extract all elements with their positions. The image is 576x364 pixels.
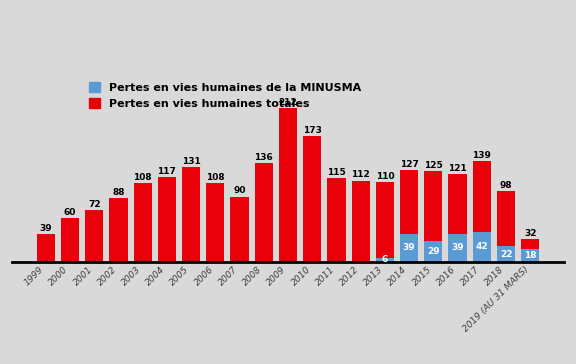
Text: 127: 127 — [400, 159, 419, 169]
Bar — [134, 183, 151, 262]
Bar — [206, 183, 225, 262]
Text: 98: 98 — [500, 181, 512, 190]
Legend: Pertes en vies humaines de la MINUSMA, Pertes en vies humaines totales: Pertes en vies humaines de la MINUSMA, P… — [89, 82, 361, 109]
Text: 131: 131 — [181, 157, 200, 166]
Text: 32: 32 — [524, 229, 536, 238]
Bar — [158, 177, 176, 262]
Text: 115: 115 — [327, 168, 346, 177]
Bar — [85, 210, 103, 262]
Bar — [303, 136, 321, 262]
Bar — [473, 161, 491, 232]
Text: 22: 22 — [500, 250, 512, 258]
Text: 39: 39 — [403, 244, 415, 252]
Text: 6: 6 — [382, 256, 388, 264]
Bar — [449, 174, 467, 234]
Text: 212: 212 — [279, 98, 297, 107]
Bar — [279, 108, 297, 262]
Bar — [376, 258, 394, 262]
Bar — [425, 171, 442, 241]
Bar — [497, 246, 515, 262]
Text: 108: 108 — [206, 173, 225, 182]
Bar — [400, 234, 418, 262]
Text: 173: 173 — [303, 126, 321, 135]
Text: 39: 39 — [39, 223, 52, 233]
Text: 72: 72 — [88, 199, 100, 209]
Text: 60: 60 — [64, 208, 76, 217]
Text: 112: 112 — [351, 170, 370, 179]
Text: 42: 42 — [476, 242, 488, 251]
Bar — [351, 181, 370, 262]
Bar — [255, 163, 273, 262]
Bar — [182, 167, 200, 262]
Text: 88: 88 — [112, 188, 124, 197]
Bar — [109, 198, 127, 262]
Text: 121: 121 — [448, 164, 467, 173]
Text: 29: 29 — [427, 247, 439, 256]
Text: 110: 110 — [376, 172, 394, 181]
Bar — [425, 241, 442, 262]
Bar — [497, 191, 515, 246]
Text: 139: 139 — [472, 151, 491, 160]
Bar — [376, 182, 394, 258]
Text: 90: 90 — [233, 186, 246, 195]
Text: 39: 39 — [451, 244, 464, 252]
Text: 125: 125 — [424, 161, 443, 170]
Bar — [327, 178, 346, 262]
Bar — [473, 232, 491, 262]
Bar — [400, 170, 418, 234]
Bar — [61, 218, 79, 262]
Text: 136: 136 — [255, 153, 273, 162]
Text: 18: 18 — [524, 251, 536, 260]
Text: 108: 108 — [133, 173, 152, 182]
Bar — [521, 249, 539, 262]
Bar — [37, 234, 55, 262]
Bar — [449, 234, 467, 262]
Bar — [521, 239, 539, 249]
Text: 117: 117 — [157, 167, 176, 176]
Bar — [230, 197, 249, 262]
